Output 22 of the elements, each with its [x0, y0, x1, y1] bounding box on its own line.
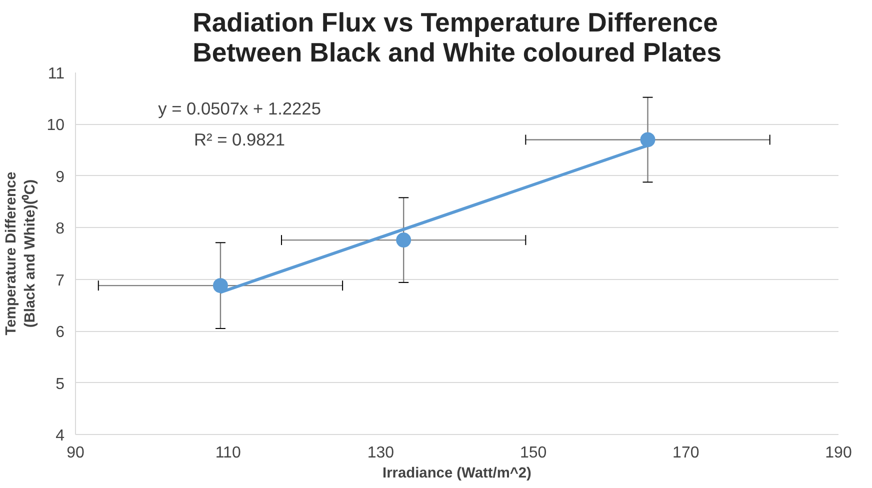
y-tick-label: 5: [56, 376, 65, 393]
y-axis-title: Temperature Difference (Black and White)(⁰C): [4, 172, 39, 336]
x-tick-label: 170: [672, 444, 700, 462]
y-tick-label: 4: [56, 428, 65, 444]
x-axis-title: Irradiance (Watt/m^2): [382, 466, 532, 482]
y-tick-label: 6: [56, 324, 65, 342]
x-tick-label: 90: [66, 444, 84, 462]
x-tick-label: 150: [520, 444, 547, 462]
point: [212, 278, 228, 294]
y-tick-label: 11: [48, 66, 65, 82]
y-tick-label: 8: [56, 220, 65, 238]
x-tick-label: 130: [367, 444, 394, 462]
x-tick-label: 110: [215, 444, 241, 462]
chart-title: Radiation Flux vs Temperature Difference Between Black and White coloured Plates: [192, 8, 722, 68]
x-tick-label: 190: [825, 444, 852, 462]
y-tick-label: 10: [46, 117, 65, 134]
point: [640, 132, 656, 148]
point: [396, 232, 412, 248]
y-tick-label: 7: [56, 272, 65, 290]
y-tick-label: 9: [56, 168, 65, 186]
annotation: y = 0.0507x + 1.2225: [158, 98, 321, 119]
annotation: R² = 0.9821: [194, 129, 286, 150]
